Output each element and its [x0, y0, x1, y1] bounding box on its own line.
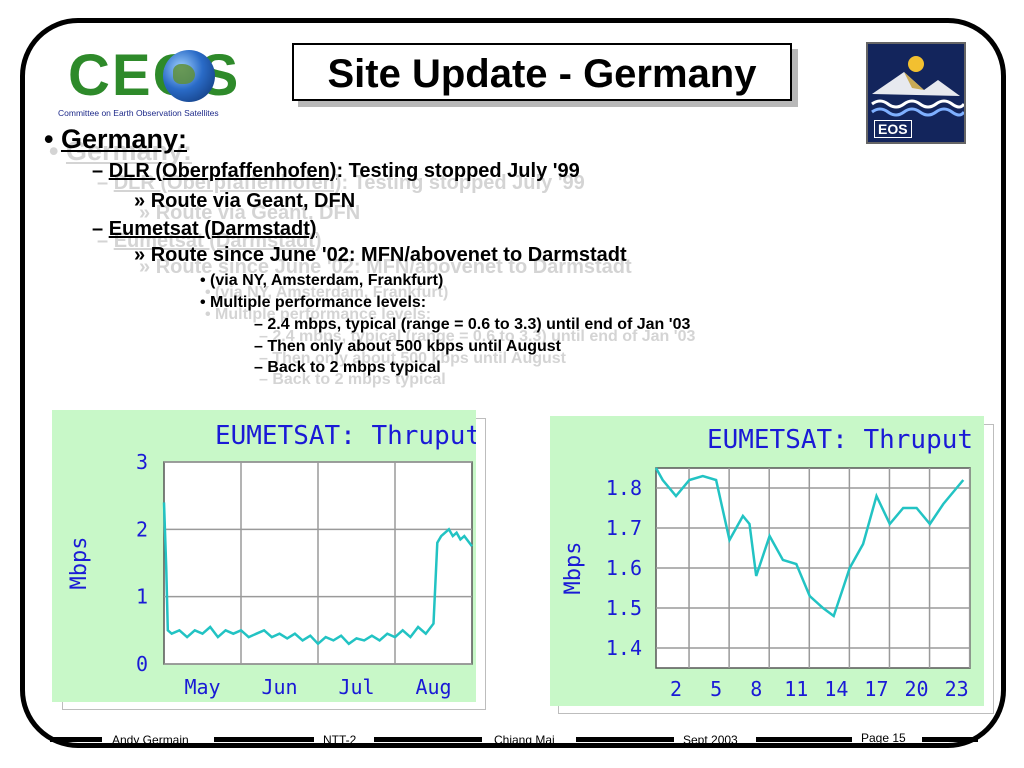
slide-frame	[20, 18, 1006, 748]
x-tick-label: May	[184, 675, 220, 699]
y-axis-label: Mbps	[561, 542, 586, 595]
footer-rule-4	[576, 737, 674, 742]
perf-item-2-text: Then only about 500 kbps until August	[267, 338, 561, 355]
footer-rule-6	[922, 737, 978, 742]
footer-presenter: Chiang Mai	[494, 733, 555, 747]
bullet-eumetsat-route: » Route since June '02: MFN/abovenet to …	[134, 244, 627, 266]
y-tick-label: 1	[136, 585, 148, 609]
perf-item-1: – 2.4 mbps, typical (range = 0.6 to 3.3)…	[254, 316, 691, 333]
footer-rule-3	[374, 737, 482, 742]
eos-logo-graphic	[871, 56, 964, 117]
germany-heading: Germany:	[60, 124, 188, 154]
x-tick-label: 14	[824, 677, 848, 701]
perf-item-3: – Back to 2 mbps typical	[254, 359, 441, 376]
x-tick-label: 23	[945, 677, 969, 701]
bullet-dlr: – DLR (Oberpfaffenhofen): Testing stoppe…	[92, 160, 580, 182]
slide-title: Site Update - Germany	[327, 52, 757, 96]
series-line	[654, 467, 965, 619]
series-line	[162, 502, 473, 646]
y-tick-label: 1.5	[606, 596, 642, 620]
y-tick-label: 3	[136, 450, 148, 474]
x-tick-label: Jun	[261, 675, 297, 699]
y-tick-label: 2	[136, 517, 148, 541]
footer-date: Sept 2003	[683, 733, 738, 747]
dlr-status: : Testing stopped July '99	[336, 160, 580, 182]
eumetsat-name: Eumetsat (Darmstadt)	[108, 218, 317, 240]
footer-event: NTT-2	[323, 733, 357, 747]
y-axis-label: Mbps	[67, 537, 92, 590]
x-tick-label: 20	[905, 677, 929, 701]
y-tick-label: 0	[136, 652, 148, 676]
bullet-dlr-route: » Route via Geant, DFN	[134, 190, 356, 212]
perf-item-2: – Then only about 500 kbps until August	[254, 338, 561, 355]
ceos-logo-subtitle: Committee on Earth Observation Satellite…	[58, 108, 219, 118]
dlr-name: DLR (Oberpfaffenhofen)	[108, 160, 337, 182]
bullet-germany: • Germany:	[44, 124, 188, 154]
bullet-via: • (via NY, Amsterdam, Frankfurt)	[200, 272, 444, 289]
y-tick-label: 1.6	[606, 556, 642, 580]
x-tick-label: Aug	[415, 675, 451, 699]
x-tick-label: 5	[710, 677, 722, 701]
bullet-perf: • Multiple performance levels:	[200, 294, 427, 311]
footer-rule-1	[50, 737, 102, 742]
eos-logo-text: EOS	[874, 120, 912, 138]
ceos-logo: CEOS Committee on Earth Observation Sate…	[58, 44, 258, 122]
globe-icon	[163, 50, 215, 102]
perf-item-1-text: 2.4 mbps, typical (range = 0.6 to 3.3) u…	[267, 316, 691, 333]
x-tick-label: 11	[784, 677, 808, 701]
y-tick-label: 1.8	[606, 476, 642, 500]
x-tick-label: 17	[864, 677, 888, 701]
x-tick-label: Jul	[338, 675, 374, 699]
dlr-route-text: Route via Geant, DFN	[150, 190, 356, 212]
perf-text: Multiple performance levels:	[210, 294, 427, 311]
footer-author: Andy Germain	[112, 733, 189, 747]
x-tick-label: 2	[670, 677, 682, 701]
throughput-chart-may-aug: EUMETSAT: Thruput Mbps 0 1 2 3 May Jun Jul Aug	[52, 410, 476, 702]
footer-rule-5	[756, 737, 852, 742]
chart-title: EUMETSAT: Thruput	[215, 421, 476, 451]
bullet-eumetsat: – Eumetsat (Darmstadt)	[92, 218, 317, 240]
perf-item-3-text: Back to 2 mbps typical	[267, 359, 441, 376]
eumetsat-route-text: Route since June '02: MFN/abovenet to Da…	[150, 244, 627, 266]
y-tick-label: 1.7	[606, 516, 642, 540]
chart-title: EUMETSAT: Thruput	[707, 425, 973, 455]
y-tick-label: 1.4	[606, 636, 642, 660]
title-box: Site Update - Germany	[292, 43, 792, 101]
footer-page: Page 15	[861, 731, 906, 745]
via-text: (via NY, Amsterdam, Frankfurt)	[210, 272, 444, 289]
eos-logo: EOS	[866, 42, 966, 144]
footer-rule-2	[214, 737, 314, 742]
x-tick-label: 8	[750, 677, 762, 701]
